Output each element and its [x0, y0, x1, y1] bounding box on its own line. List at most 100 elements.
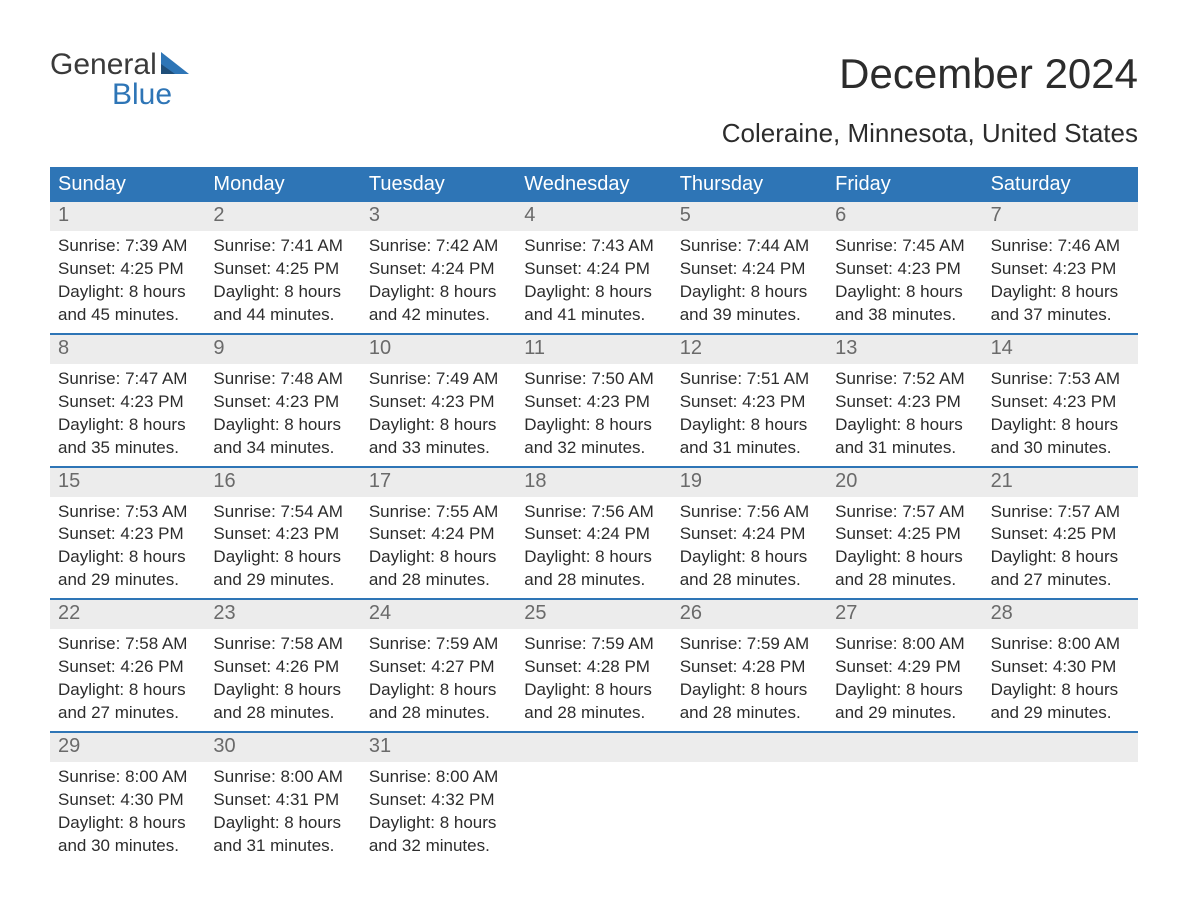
day-cell: Sunrise: 7:54 AMSunset: 4:23 PMDaylight:… — [205, 497, 360, 599]
daylight-text: and 28 minutes. — [213, 702, 352, 725]
week-body: Sunrise: 7:39 AMSunset: 4:25 PMDaylight:… — [50, 231, 1138, 333]
day-cell: Sunrise: 7:44 AMSunset: 4:24 PMDaylight:… — [672, 231, 827, 333]
day-cell: Sunrise: 8:00 AMSunset: 4:29 PMDaylight:… — [827, 629, 982, 731]
daylight-text: and 44 minutes. — [213, 304, 352, 327]
daylight-text: and 35 minutes. — [58, 437, 197, 460]
day-cell: Sunrise: 7:55 AMSunset: 4:24 PMDaylight:… — [361, 497, 516, 599]
daylight-text: and 31 minutes. — [680, 437, 819, 460]
daylight-text: and 28 minutes. — [835, 569, 974, 592]
daylight-text: and 41 minutes. — [524, 304, 663, 327]
daylight-text: Daylight: 8 hours — [369, 414, 508, 437]
sunset-text: Sunset: 4:24 PM — [524, 523, 663, 546]
day-cell — [827, 762, 982, 864]
daylight-text: and 34 minutes. — [213, 437, 352, 460]
day-number: 24 — [361, 600, 516, 629]
daylight-text: Daylight: 8 hours — [213, 812, 352, 835]
daynum-row: 1234567 — [50, 202, 1138, 231]
day-number: 25 — [516, 600, 671, 629]
sunset-text: Sunset: 4:24 PM — [680, 523, 819, 546]
week-body: Sunrise: 7:58 AMSunset: 4:26 PMDaylight:… — [50, 629, 1138, 731]
daylight-text: and 33 minutes. — [369, 437, 508, 460]
day-number: 1 — [50, 202, 205, 231]
sunset-text: Sunset: 4:25 PM — [213, 258, 352, 281]
daylight-text: Daylight: 8 hours — [369, 546, 508, 569]
day-cell: Sunrise: 7:57 AMSunset: 4:25 PMDaylight:… — [983, 497, 1138, 599]
sunset-text: Sunset: 4:23 PM — [369, 391, 508, 414]
daylight-text: Daylight: 8 hours — [213, 679, 352, 702]
sunrise-text: Sunrise: 8:00 AM — [58, 766, 197, 789]
daylight-text: Daylight: 8 hours — [213, 414, 352, 437]
sunset-text: Sunset: 4:23 PM — [991, 258, 1130, 281]
day-cell: Sunrise: 7:57 AMSunset: 4:25 PMDaylight:… — [827, 497, 982, 599]
daylight-text: and 29 minutes. — [58, 569, 197, 592]
day-number: 12 — [672, 335, 827, 364]
day-number: 11 — [516, 335, 671, 364]
daylight-text: Daylight: 8 hours — [524, 281, 663, 304]
day-header: Saturday — [983, 167, 1138, 202]
sunrise-text: Sunrise: 7:57 AM — [991, 501, 1130, 524]
day-cell: Sunrise: 7:59 AMSunset: 4:28 PMDaylight:… — [672, 629, 827, 731]
daylight-text: Daylight: 8 hours — [991, 414, 1130, 437]
day-header: Wednesday — [516, 167, 671, 202]
day-number: 5 — [672, 202, 827, 231]
daylight-text: and 28 minutes. — [369, 569, 508, 592]
day-cell: Sunrise: 7:39 AMSunset: 4:25 PMDaylight:… — [50, 231, 205, 333]
sunrise-text: Sunrise: 8:00 AM — [369, 766, 508, 789]
sunrise-text: Sunrise: 7:58 AM — [213, 633, 352, 656]
sunset-text: Sunset: 4:23 PM — [58, 391, 197, 414]
daylight-text: and 42 minutes. — [369, 304, 508, 327]
daylight-text: and 45 minutes. — [58, 304, 197, 327]
daylight-text: Daylight: 8 hours — [524, 546, 663, 569]
day-cell: Sunrise: 7:59 AMSunset: 4:27 PMDaylight:… — [361, 629, 516, 731]
daylight-text: Daylight: 8 hours — [835, 414, 974, 437]
day-number — [827, 733, 982, 762]
daylight-text: Daylight: 8 hours — [524, 679, 663, 702]
day-number: 16 — [205, 468, 360, 497]
sunrise-text: Sunrise: 7:50 AM — [524, 368, 663, 391]
day-number: 2 — [205, 202, 360, 231]
day-cell: Sunrise: 7:43 AMSunset: 4:24 PMDaylight:… — [516, 231, 671, 333]
week-body: Sunrise: 7:47 AMSunset: 4:23 PMDaylight:… — [50, 364, 1138, 466]
sunrise-text: Sunrise: 7:54 AM — [213, 501, 352, 524]
day-cell: Sunrise: 7:41 AMSunset: 4:25 PMDaylight:… — [205, 231, 360, 333]
sunset-text: Sunset: 4:31 PM — [213, 789, 352, 812]
day-cell: Sunrise: 7:45 AMSunset: 4:23 PMDaylight:… — [827, 231, 982, 333]
daynum-row: 15161718192021 — [50, 468, 1138, 497]
day-cell: Sunrise: 7:56 AMSunset: 4:24 PMDaylight:… — [672, 497, 827, 599]
day-cell: Sunrise: 7:49 AMSunset: 4:23 PMDaylight:… — [361, 364, 516, 466]
day-number: 27 — [827, 600, 982, 629]
sunrise-text: Sunrise: 7:56 AM — [524, 501, 663, 524]
day-number: 7 — [983, 202, 1138, 231]
daylight-text: Daylight: 8 hours — [524, 414, 663, 437]
daylight-text: Daylight: 8 hours — [835, 679, 974, 702]
daylight-text: Daylight: 8 hours — [835, 281, 974, 304]
sunset-text: Sunset: 4:24 PM — [369, 258, 508, 281]
sunrise-text: Sunrise: 7:46 AM — [991, 235, 1130, 258]
daylight-text: Daylight: 8 hours — [680, 414, 819, 437]
sunset-text: Sunset: 4:25 PM — [58, 258, 197, 281]
page-title: December 2024 — [722, 50, 1138, 98]
sunset-text: Sunset: 4:24 PM — [369, 523, 508, 546]
day-number: 10 — [361, 335, 516, 364]
sunrise-text: Sunrise: 7:59 AM — [369, 633, 508, 656]
sunrise-text: Sunrise: 7:59 AM — [680, 633, 819, 656]
flag-icon — [161, 50, 189, 80]
sunrise-text: Sunrise: 7:45 AM — [835, 235, 974, 258]
daylight-text: and 29 minutes. — [835, 702, 974, 725]
day-cell: Sunrise: 7:58 AMSunset: 4:26 PMDaylight:… — [205, 629, 360, 731]
day-cell: Sunrise: 7:46 AMSunset: 4:23 PMDaylight:… — [983, 231, 1138, 333]
daylight-text: Daylight: 8 hours — [991, 281, 1130, 304]
day-header: Tuesday — [361, 167, 516, 202]
day-number: 31 — [361, 733, 516, 762]
day-number — [983, 733, 1138, 762]
calendar: Sunday Monday Tuesday Wednesday Thursday… — [50, 167, 1138, 864]
sunrise-text: Sunrise: 7:59 AM — [524, 633, 663, 656]
title-block: December 2024 Coleraine, Minnesota, Unit… — [722, 50, 1138, 149]
day-number — [516, 733, 671, 762]
daylight-text: and 28 minutes. — [680, 569, 819, 592]
day-cell: Sunrise: 7:42 AMSunset: 4:24 PMDaylight:… — [361, 231, 516, 333]
sunrise-text: Sunrise: 8:00 AM — [835, 633, 974, 656]
daynum-row: 293031 — [50, 733, 1138, 762]
daylight-text: Daylight: 8 hours — [58, 812, 197, 835]
day-cell — [983, 762, 1138, 864]
